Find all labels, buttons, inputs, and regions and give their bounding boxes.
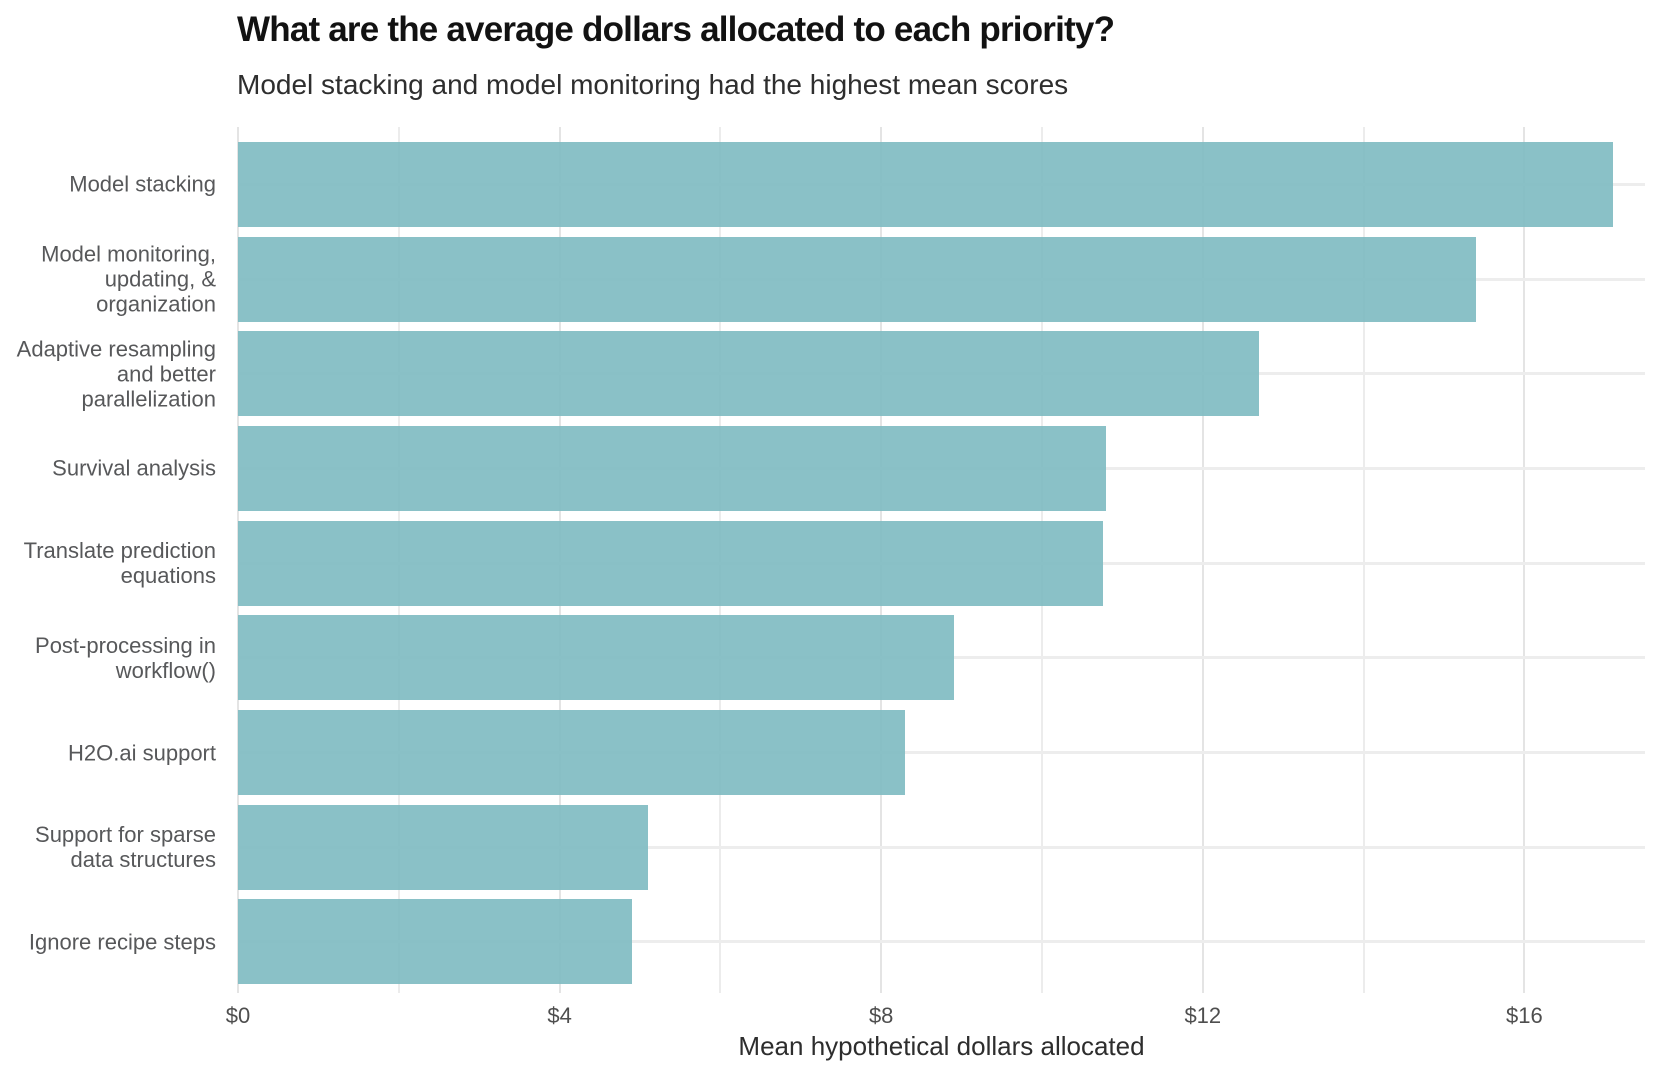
category-label: Model monitoring, updating, & organizati… xyxy=(41,241,216,317)
x-tick-label: $8 xyxy=(868,1003,894,1028)
category-label: Post-processing in workflow() xyxy=(35,632,216,683)
bar xyxy=(238,331,1260,417)
x-tick-label: $0 xyxy=(225,1003,251,1028)
row-gridline xyxy=(238,845,1645,849)
bar xyxy=(238,804,649,890)
minor-gridline xyxy=(1362,127,1365,993)
x-tick-label: $12 xyxy=(1184,1003,1222,1028)
chart-subtitle: Model stacking and model monitoring had … xyxy=(237,69,1069,100)
bar xyxy=(238,615,954,701)
category-label: Model stacking xyxy=(69,171,216,197)
row-gridline xyxy=(238,751,1645,754)
category-label: Survival analysis xyxy=(52,455,216,481)
category-label: Translate prediction equations xyxy=(23,538,216,589)
major-gridline xyxy=(1523,127,1526,993)
category-label: H2O.ai support xyxy=(68,740,216,765)
category-label: Support for sparse data structures xyxy=(35,822,216,873)
bar xyxy=(238,899,632,985)
bar xyxy=(238,520,1104,606)
bar xyxy=(238,425,1107,511)
chart-title: What are the average dollars allocated t… xyxy=(237,10,1115,49)
x-tick-label: $16 xyxy=(1506,1003,1543,1028)
x-tick-label: $4 xyxy=(547,1003,572,1028)
x-axis-title: Mean hypothetical dollars allocated xyxy=(738,1031,1145,1061)
row-gridline xyxy=(238,940,1645,944)
category-label: Adaptive resampling and better paralleli… xyxy=(16,336,216,412)
category-label: Ignore recipe steps xyxy=(28,929,216,955)
major-gridline xyxy=(1201,127,1204,993)
bar xyxy=(238,236,1477,322)
bar xyxy=(238,141,1613,227)
bar xyxy=(238,710,906,795)
